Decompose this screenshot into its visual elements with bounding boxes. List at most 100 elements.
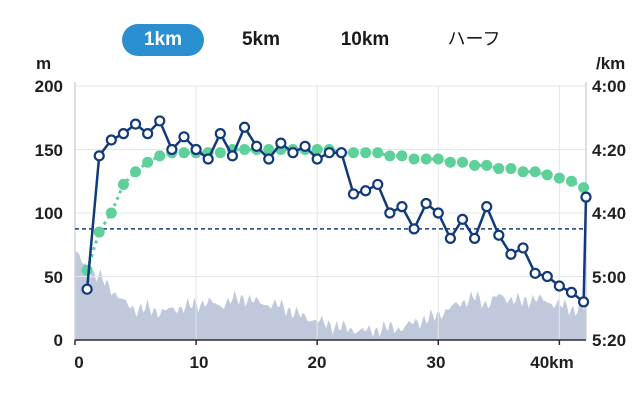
trend-point bbox=[81, 264, 93, 276]
pace-point bbox=[396, 201, 408, 213]
x-tick-label: 0 bbox=[74, 353, 83, 372]
pace-point bbox=[481, 201, 493, 213]
pace-point bbox=[517, 242, 529, 254]
trend-point bbox=[263, 144, 275, 155]
x-tick-label: 20 bbox=[308, 353, 327, 372]
trend-point bbox=[469, 159, 481, 171]
distance-tabs: 1km 5km 10km ハーフ bbox=[0, 0, 644, 70]
trend-point bbox=[529, 166, 541, 178]
pace-point bbox=[299, 140, 311, 152]
pace-point bbox=[154, 115, 166, 127]
trend-point bbox=[553, 172, 565, 184]
trend-point bbox=[481, 159, 493, 171]
x-tick-label: 10 bbox=[190, 353, 209, 372]
trend-point bbox=[384, 150, 396, 162]
tick-labels: m /km 200 150 100 50 0 4:00 4:20 4:40 5:… bbox=[35, 54, 626, 372]
y-right-tick-label: 4:40 bbox=[592, 204, 626, 223]
trend-point bbox=[372, 147, 384, 159]
pace-point bbox=[117, 128, 130, 140]
trend-point bbox=[348, 147, 360, 159]
trend-point bbox=[178, 147, 190, 159]
elevation-area-layer bbox=[75, 251, 586, 340]
pace-point bbox=[493, 229, 505, 241]
trend-point bbox=[396, 150, 408, 162]
trend-point bbox=[565, 175, 577, 187]
pace-point bbox=[214, 128, 226, 140]
pace-point bbox=[275, 137, 287, 149]
trend-point bbox=[93, 226, 105, 238]
tab-5km[interactable]: 5km bbox=[241, 29, 281, 50]
y-right-tick-label: 5:00 bbox=[592, 268, 626, 287]
pace-point bbox=[93, 150, 105, 162]
pace-point bbox=[420, 197, 432, 210]
tab-1km[interactable]: 1km bbox=[122, 24, 204, 56]
pace-point bbox=[580, 191, 592, 203]
pace-point bbox=[444, 232, 456, 244]
pace-point bbox=[360, 185, 372, 197]
pace-point bbox=[178, 131, 190, 143]
pace-point bbox=[287, 147, 299, 159]
tab-10km[interactable]: 10km bbox=[340, 29, 390, 50]
pace-point bbox=[238, 121, 251, 133]
pace-point bbox=[372, 178, 384, 191]
trend-point bbox=[541, 169, 553, 181]
trend-point bbox=[505, 163, 517, 175]
right-axis-unit: /km bbox=[596, 54, 625, 73]
pace-point bbox=[384, 207, 396, 219]
pace-point bbox=[505, 248, 517, 260]
pace-point bbox=[323, 147, 335, 159]
trend-point bbox=[493, 163, 505, 175]
pace-point bbox=[565, 286, 578, 298]
pace-series-layer bbox=[81, 115, 592, 308]
trend-point bbox=[408, 153, 420, 165]
trend-point bbox=[444, 156, 456, 168]
pace-point bbox=[577, 296, 590, 308]
elevation-area bbox=[75, 251, 586, 340]
y-left-tick-label: 50 bbox=[44, 268, 63, 287]
tab-half-marathon[interactable]: ハーフ bbox=[447, 29, 501, 50]
trend-point bbox=[311, 144, 323, 155]
pace-point bbox=[81, 283, 93, 295]
trend-point bbox=[456, 156, 468, 168]
pace-point bbox=[456, 213, 469, 225]
trend-point bbox=[105, 207, 117, 219]
pace-point bbox=[408, 223, 420, 235]
pace-point bbox=[251, 140, 263, 152]
x-tick-label: 40km bbox=[530, 353, 573, 372]
trend-point bbox=[360, 147, 372, 159]
pace-point bbox=[529, 267, 541, 279]
left-axis-unit: m bbox=[36, 54, 51, 73]
trend-point bbox=[517, 166, 529, 178]
y-right-tick-label: 4:20 bbox=[592, 141, 626, 160]
trend-point bbox=[142, 156, 154, 168]
trend-point bbox=[130, 166, 142, 178]
pace-point bbox=[142, 128, 154, 140]
trend-point bbox=[214, 147, 226, 159]
pace-point bbox=[347, 188, 360, 200]
trend-point bbox=[432, 153, 444, 165]
pace-point bbox=[166, 143, 178, 156]
pace-point bbox=[335, 147, 347, 159]
pace-point bbox=[190, 143, 202, 156]
pace-point bbox=[541, 270, 553, 283]
y-right-tick-label: 5:20 bbox=[592, 331, 626, 350]
pace-point bbox=[202, 153, 214, 165]
pace-point bbox=[553, 280, 565, 292]
pace-point bbox=[468, 232, 481, 244]
trend-point bbox=[420, 153, 432, 165]
pace-point bbox=[129, 118, 142, 130]
pace-point bbox=[226, 150, 239, 162]
trend-point bbox=[154, 150, 166, 162]
y-left-tick-label: 200 bbox=[35, 77, 63, 96]
y-right-tick-label: 4:00 bbox=[592, 77, 626, 96]
trend-point bbox=[239, 144, 251, 155]
pace-line bbox=[85, 119, 588, 304]
y-left-tick-label: 150 bbox=[35, 141, 63, 160]
y-left-tick-label: 100 bbox=[35, 204, 63, 223]
trend-point bbox=[117, 178, 129, 190]
trend-point bbox=[578, 182, 590, 194]
pace-point bbox=[263, 153, 275, 165]
pace-point bbox=[311, 153, 323, 165]
pace-point bbox=[105, 134, 117, 146]
